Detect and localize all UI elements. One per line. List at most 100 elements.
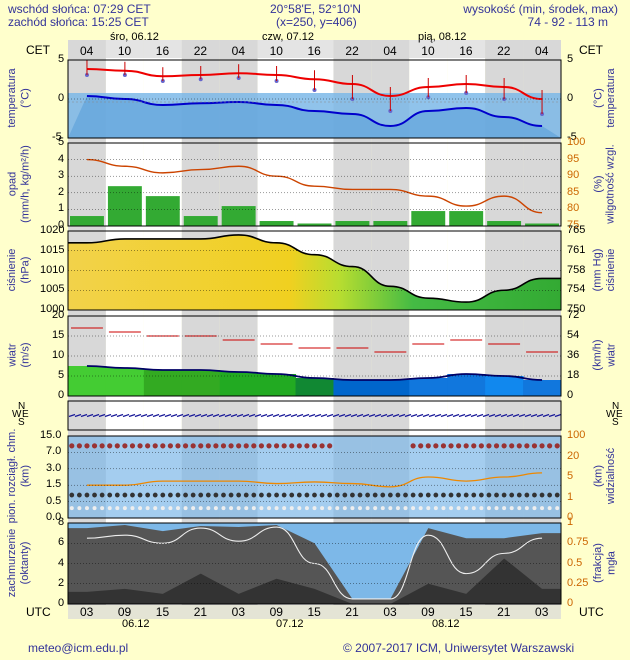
cloud-base-dot-light bbox=[532, 506, 537, 511]
hour-label-cet: 16 bbox=[307, 44, 321, 58]
cloud-base-dot-light bbox=[524, 506, 529, 511]
sunset-text: zachód słońca: 15:25 CET bbox=[8, 15, 149, 29]
cloud-base-dot-light bbox=[449, 506, 454, 511]
visibility-dot bbox=[114, 443, 120, 449]
cloud-base-dot bbox=[213, 492, 219, 498]
visibility-dot bbox=[76, 443, 82, 449]
cloud-base-dot-light bbox=[547, 506, 552, 511]
coords-text: 20°58'E, 52°10'N bbox=[270, 2, 361, 16]
axis-title-left: (m/s) bbox=[19, 342, 31, 368]
precip-bar bbox=[335, 221, 370, 226]
tick-label-right: 1 bbox=[567, 490, 574, 503]
cloud-base-dot-light bbox=[395, 506, 400, 511]
tick-label-left: 0.5 bbox=[46, 494, 62, 507]
cloud-base-dot-light bbox=[502, 506, 507, 511]
visibility-dot bbox=[418, 443, 424, 449]
cloud-base-dot bbox=[403, 492, 408, 498]
wind-speed-area bbox=[523, 380, 562, 396]
hour-label-cet: 04 bbox=[231, 44, 245, 58]
footer-email[interactable]: meteo@icm.edu.pl bbox=[28, 641, 129, 655]
tick-label-left: 0 bbox=[58, 92, 65, 104]
wind-speed-area bbox=[295, 378, 334, 396]
axis-title-left: opad bbox=[6, 171, 19, 196]
elevation-values: 74 - 92 - 113 m bbox=[527, 15, 608, 29]
wind-direction-arrow bbox=[272, 413, 280, 418]
wind-direction-arrow bbox=[380, 413, 388, 418]
tick-label-left: 1010 bbox=[40, 263, 65, 276]
wind-speed-area bbox=[485, 376, 524, 396]
wind-direction-arrow bbox=[440, 413, 448, 418]
precip-bar bbox=[525, 223, 559, 226]
day-label-top-1: śro, 06.12 bbox=[110, 31, 159, 43]
axis-title-left: (°C) bbox=[18, 88, 31, 108]
wind-direction-arrow bbox=[230, 413, 238, 418]
wind-direction-arrow bbox=[536, 413, 544, 418]
wind-direction-arrow bbox=[164, 413, 172, 418]
cloud-base-dot bbox=[130, 492, 135, 498]
wind-direction-arrow bbox=[410, 413, 418, 418]
tick-label-right: 0 bbox=[567, 92, 574, 104]
compass-right-e: E bbox=[616, 409, 623, 420]
compass-right-s: S bbox=[612, 417, 619, 428]
axis-title-left: zachmurzenie bbox=[6, 528, 19, 597]
cet-label-right: CET bbox=[579, 43, 603, 57]
cloud-base-dot-light bbox=[456, 506, 461, 511]
tick-label-left: 5 bbox=[58, 136, 65, 148]
cloud-base-dot bbox=[221, 492, 226, 498]
visibility-dot bbox=[99, 443, 105, 449]
cloud-base-dot bbox=[350, 492, 355, 498]
hour-label-utc: 21 bbox=[345, 605, 359, 619]
visibility-line bbox=[86, 472, 543, 488]
visibility-dot bbox=[410, 443, 416, 449]
cloud-base-dot-light bbox=[229, 506, 234, 511]
tick-label-right: 5 bbox=[567, 53, 574, 65]
cloud-base-dot bbox=[486, 492, 492, 498]
cloud-base-dot-light bbox=[297, 506, 302, 511]
panel-frame bbox=[67, 400, 562, 431]
visibility-dot bbox=[84, 443, 90, 449]
day-label-top-2: czw, 07.12 bbox=[262, 31, 314, 43]
wind-direction-arrow bbox=[398, 413, 406, 418]
tick-label-right: 0 bbox=[567, 511, 574, 523]
hour-label-cet: 16 bbox=[155, 44, 170, 58]
cloud-base-dot bbox=[160, 492, 166, 498]
cloud-base-dot bbox=[342, 492, 348, 498]
hour-strip-bottom bbox=[68, 605, 561, 619]
wind-direction-arrow bbox=[74, 413, 82, 418]
axis-title-right: (mm Hg) bbox=[591, 248, 604, 291]
wind-direction-arrow bbox=[338, 413, 346, 418]
cloud-base-dot-light bbox=[342, 506, 347, 511]
cloud-base-dot bbox=[259, 492, 264, 498]
cloud-base-dot-light bbox=[441, 506, 446, 511]
cloud-low-area bbox=[68, 558, 561, 604]
wind-direction-arrow bbox=[554, 413, 562, 418]
tick-label-left: 0 bbox=[58, 219, 65, 231]
visibility-dot bbox=[463, 443, 469, 449]
axis-title-left: (hPa) bbox=[19, 256, 31, 283]
hour-label-cet: 22 bbox=[345, 44, 359, 58]
wind-direction-arrow bbox=[206, 413, 214, 418]
wind-direction-arrow bbox=[98, 413, 106, 418]
cloud-base-dot bbox=[524, 492, 530, 498]
wind-direction-arrow bbox=[326, 413, 334, 418]
tick-label-left: 0 bbox=[58, 389, 65, 401]
cloud-base-dot-light bbox=[494, 506, 499, 511]
cloud-base-dot bbox=[410, 492, 416, 498]
cloud-base-dot bbox=[205, 492, 211, 498]
tick-label-left: 5 bbox=[58, 369, 65, 381]
tick-label-left: 1015 bbox=[40, 243, 65, 256]
wind-direction-arrow bbox=[284, 413, 292, 418]
utc-label-left: UTC bbox=[26, 605, 51, 619]
cloud-base-dot-light bbox=[206, 506, 211, 511]
hour-label-cet: 22 bbox=[193, 44, 208, 58]
cloud-base-dot bbox=[175, 492, 181, 498]
hour-label-utc: 15 bbox=[459, 605, 473, 619]
cloud-base-dot-light bbox=[198, 506, 203, 511]
sunrise-text: wschód słońca: 07:29 CET bbox=[8, 2, 151, 16]
wind-direction-arrow bbox=[494, 413, 502, 418]
cloud-base-dot-light bbox=[251, 506, 256, 511]
cloud-base-dot-light bbox=[282, 506, 287, 511]
cloud-base-dot-light bbox=[100, 506, 105, 511]
wind-direction-arrow bbox=[464, 413, 472, 418]
